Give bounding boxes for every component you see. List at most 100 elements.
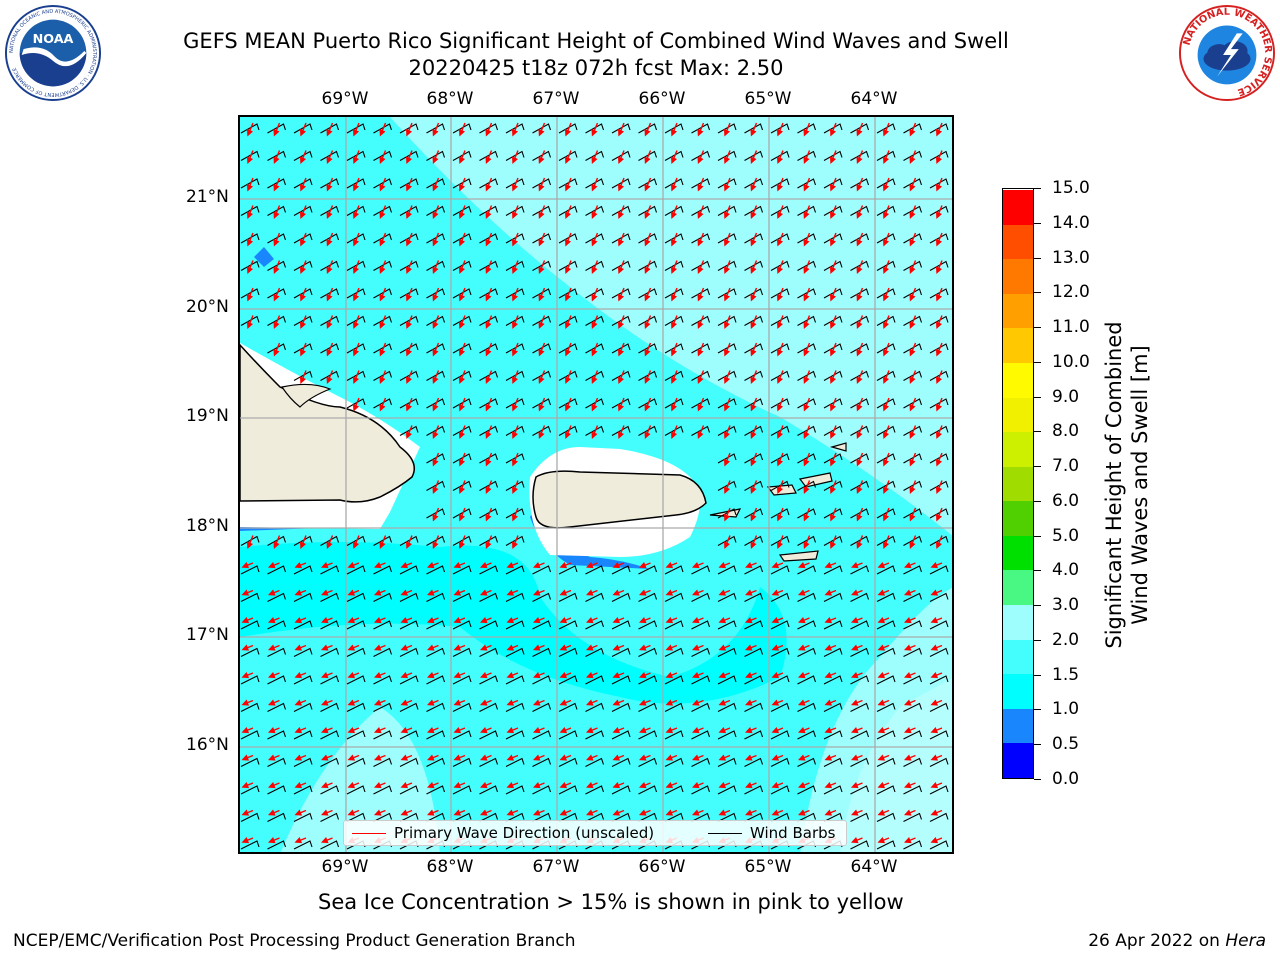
wave-direction-arrow: [829, 507, 837, 522]
wind-barb: [691, 205, 711, 216]
wave-direction-arrow: [909, 232, 917, 247]
wave-direction-arrow: [670, 342, 678, 357]
wave-direction-arrow: [771, 782, 784, 789]
graticule: [240, 117, 952, 852]
wave-direction-arrow: [665, 782, 678, 789]
wave-direction-arrow: [697, 397, 705, 412]
wind-barb: [929, 150, 949, 161]
wave-direction-arrow: [718, 754, 731, 761]
wind-barb: [876, 840, 896, 850]
wave-direction-arrow: [935, 507, 943, 522]
wave-direction-arrow: [904, 837, 916, 844]
wave-direction-arrow: [294, 727, 307, 734]
wind-barb: [770, 370, 790, 381]
wind-barb: [373, 675, 393, 685]
wave-direction-arrow: [665, 809, 678, 816]
wave-direction-arrow: [644, 260, 652, 274]
wind-barb: [823, 123, 843, 134]
wave-direction-arrow: [480, 754, 492, 761]
wave-direction-arrow: [935, 232, 943, 247]
wave-direction-arrow: [559, 672, 572, 679]
wind-barb: [479, 150, 499, 161]
island: [778, 550, 819, 562]
wind-barb: [399, 620, 419, 630]
wind-barb: [267, 123, 287, 134]
wave-direction-arrow: [745, 672, 757, 679]
wind-barb: [346, 565, 366, 575]
lon-label-top: 66°W: [638, 89, 686, 109]
wave-direction-arrow: [856, 397, 864, 412]
wind-barb: [876, 315, 896, 326]
wind-barb: [850, 233, 870, 244]
wave-direction-arrow: [591, 315, 599, 329]
wave-direction-arrow: [511, 260, 519, 274]
colorbar-tick-label: 9.0: [1052, 386, 1080, 407]
wind-barb: [532, 260, 552, 271]
wind-barb: [479, 675, 499, 685]
wave-direction-arrow: [374, 727, 386, 734]
wind-barb: [505, 702, 525, 712]
wind-barb: [903, 370, 923, 381]
wave-direction-arrow: [405, 150, 413, 164]
colorbar-segment: [1003, 362, 1033, 398]
wave-direction-arrow: [851, 617, 863, 624]
wind-barb: [426, 785, 446, 795]
wave-direction-arrow: [485, 425, 493, 439]
wave-direction-arrow: [723, 232, 731, 247]
wave-direction-arrow: [877, 644, 890, 651]
wave-direction-arrow: [586, 617, 598, 624]
wave-direction-arrow: [453, 644, 466, 651]
wind-barb: [850, 812, 870, 822]
colorbar-segment: [1003, 293, 1033, 329]
wave-direction-arrow: [480, 782, 492, 789]
wave-direction-arrow: [798, 617, 810, 624]
wind-barb: [876, 288, 896, 299]
colorbar-tick-label: 12.0: [1052, 282, 1090, 303]
wind-barb: [823, 757, 843, 767]
wave-direction-arrow: [458, 370, 466, 384]
wind-barb: [505, 535, 525, 546]
wave-direction-arrow: [352, 370, 360, 384]
wind-barb: [797, 123, 817, 134]
wind-barb: [770, 178, 790, 189]
wave-direction-arrow: [326, 260, 334, 274]
wave-direction-arrow: [803, 205, 811, 219]
wave-direction-arrow: [909, 122, 917, 137]
wave-direction-arrow: [374, 617, 386, 624]
wind-barb: [823, 675, 843, 685]
wave-direction-arrow: [665, 672, 678, 679]
wave-direction-arrow: [379, 315, 387, 329]
wind-barb: [346, 260, 366, 271]
wave-direction-arrow: [856, 177, 864, 192]
wind-barb: [426, 150, 446, 161]
wind-barb: [293, 757, 313, 767]
wave-direction-arrow: [723, 122, 731, 137]
wave-direction-arrow: [453, 589, 466, 596]
wind-barb: [585, 123, 605, 134]
wave-direction-arrow: [771, 589, 784, 596]
wave-direction-arrow: [904, 589, 916, 596]
wave-direction-arrow: [750, 425, 758, 439]
wind-barb: [479, 178, 499, 189]
wind-barb: [293, 702, 313, 712]
wave-direction-arrow: [268, 782, 280, 789]
wind-barb: [770, 812, 790, 822]
wave-direction-arrow: [776, 452, 784, 467]
wind-barb: [452, 178, 472, 189]
wave-direction-arrow: [882, 232, 890, 247]
wave-direction-arrow: [882, 315, 890, 329]
colorbar-tick: [1034, 674, 1041, 676]
wind-barb: [823, 785, 843, 795]
wave-direction-arrow: [851, 727, 863, 734]
wave-direction-arrow: [750, 287, 758, 302]
wind-barb: [797, 812, 817, 822]
wind-barb: [850, 425, 870, 436]
wind-barb: [399, 288, 419, 299]
wind-barb: [850, 453, 870, 464]
wave-direction-arrow: [718, 727, 731, 734]
wave-direction-arrow: [246, 177, 254, 192]
wind-barb: [452, 565, 472, 575]
wave-direction-arrow: [374, 644, 386, 651]
wave-direction-arrow: [644, 315, 652, 329]
wind-barb: [664, 123, 684, 134]
